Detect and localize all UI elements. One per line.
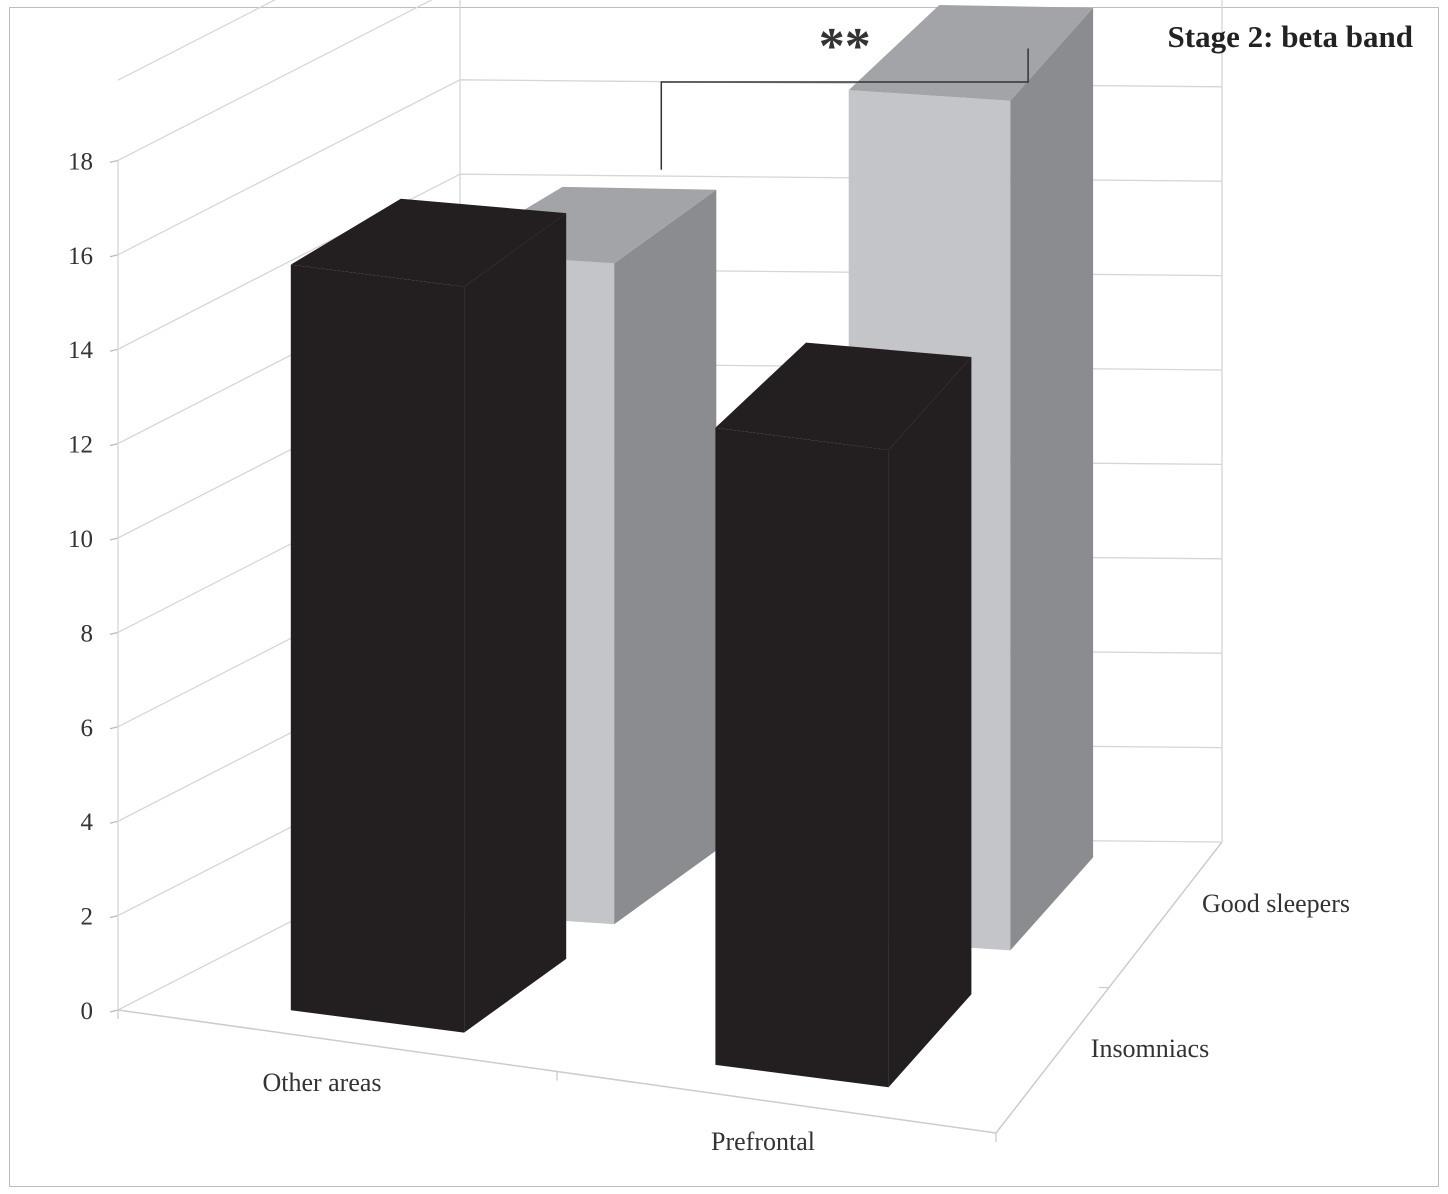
x-category-label: Prefrontal xyxy=(711,1127,815,1156)
bar-insomniacs-other-areas xyxy=(290,198,567,1033)
bar-top-face xyxy=(290,198,567,287)
y-tick-mark xyxy=(109,442,119,447)
y-tick-label: 4 xyxy=(81,809,94,836)
y-tick-mark xyxy=(109,914,119,919)
y-tick-mark xyxy=(109,631,119,636)
y-tick-mark xyxy=(109,159,119,164)
y-tick-mark xyxy=(109,820,119,824)
x-category-label: Other areas xyxy=(262,1068,381,1097)
bar-top-face xyxy=(848,5,1094,101)
bar-side-face xyxy=(464,213,567,1033)
y-tick-label: 16 xyxy=(68,243,93,270)
depth-series-label: Good sleepers xyxy=(1202,889,1350,918)
depth-series-label: Insomniacs xyxy=(1091,1034,1209,1063)
significance-marker: ** xyxy=(819,18,871,75)
bar-side-face xyxy=(1010,7,1094,951)
gridline xyxy=(117,0,277,81)
y-tick-mark xyxy=(109,726,119,730)
gridline xyxy=(117,0,433,161)
labels-layer: 0 2 4 6 8 10 12 14 16 18 Other areas Prefrontal Inso… xyxy=(68,148,1350,1156)
chart-title: Stage 2: beta band xyxy=(1168,19,1413,54)
y-tick-label: 2 xyxy=(81,904,94,931)
y-tick-mark xyxy=(109,537,119,541)
bar-front-face xyxy=(715,427,889,1088)
y-tick-label: 6 xyxy=(81,715,94,742)
y-tick-label: 12 xyxy=(68,432,93,459)
bar-top-face xyxy=(715,342,972,450)
bar-side-face xyxy=(888,357,972,1088)
y-tick-label: 14 xyxy=(68,337,94,364)
annotation-layer: ** xyxy=(660,18,1029,170)
bar-insomniacs-prefrontal xyxy=(715,342,972,1088)
bar-front-face xyxy=(290,264,465,1033)
y-tick-label: 8 xyxy=(81,620,94,647)
y-tick-mark xyxy=(109,1009,119,1013)
y-tick-label: 10 xyxy=(68,526,93,553)
y-tick-label: 0 xyxy=(81,998,94,1025)
significance-bracket xyxy=(660,48,1029,170)
y-tick-mark xyxy=(109,348,119,352)
bar-side-face xyxy=(614,189,717,925)
y-tick-label: 18 xyxy=(68,148,93,175)
y-tick-mark xyxy=(109,254,119,258)
bars-layer xyxy=(290,5,1094,1088)
